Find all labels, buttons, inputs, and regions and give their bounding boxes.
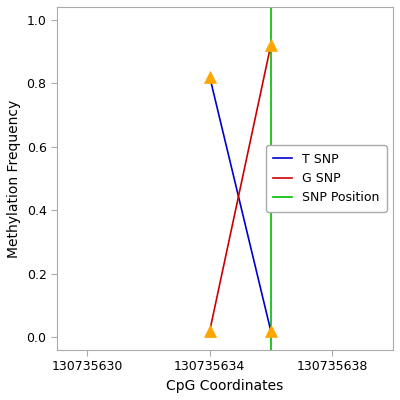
Y-axis label: Methylation Frequency: Methylation Frequency [7,99,21,258]
Legend: T SNP, G SNP, SNP Position: T SNP, G SNP, SNP Position [266,145,387,212]
X-axis label: CpG Coordinates: CpG Coordinates [166,379,284,393]
